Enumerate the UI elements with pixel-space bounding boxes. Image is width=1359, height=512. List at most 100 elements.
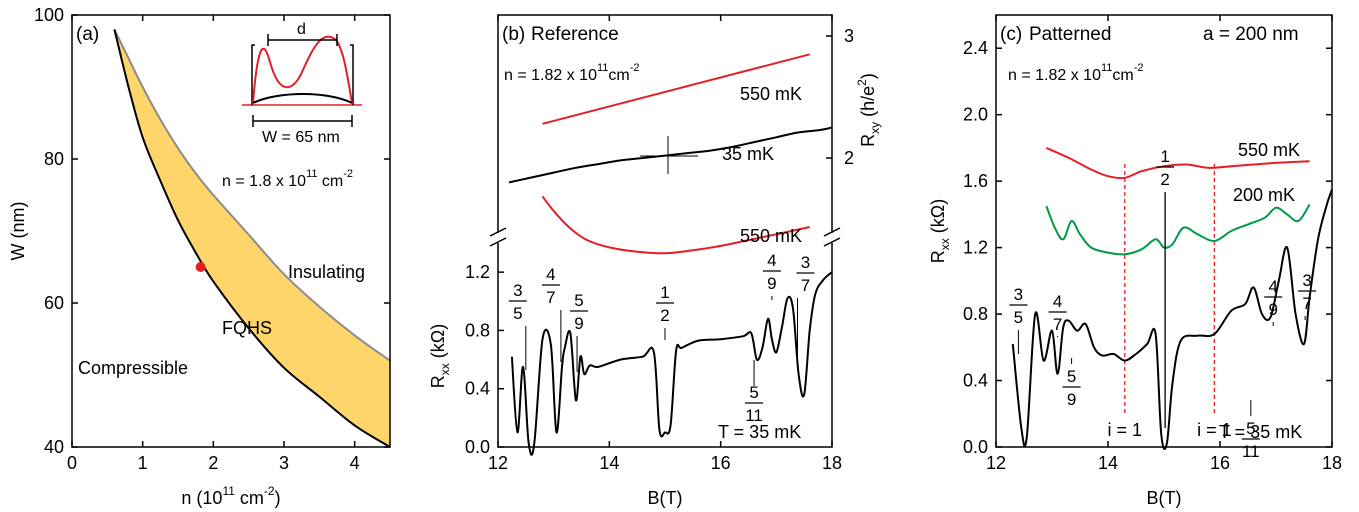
x-tick-label: 3 <box>279 453 289 473</box>
integer-labels: i = 1 i = 1 <box>1108 420 1232 440</box>
series-label-550mk-rxx: 550 mK <box>740 226 802 246</box>
x-tick-label: 12 <box>488 453 508 473</box>
y-ticks: 0.0 0.4 0.8 1.2 1.6 2.0 2.4 <box>963 38 1332 457</box>
fraction-numerator: 4 <box>767 251 776 270</box>
fraction-denominator: 9 <box>574 314 583 333</box>
density-note-main: n = 1.82 x 10 <box>504 67 597 84</box>
rxx-axis-label-main: R <box>428 375 448 388</box>
rxx-tick-label: 1.2 <box>465 262 490 282</box>
panel-label: (a) <box>76 24 99 45</box>
y-tick-label: 0.4 <box>963 371 988 391</box>
fraction-denominator: 11 <box>1242 442 1260 461</box>
series-label-550mk: 550 mK <box>1238 140 1300 160</box>
sample-point <box>195 262 206 272</box>
y-axis-label-unit: (kΩ) <box>928 199 948 238</box>
x-tick-label: 14 <box>1098 453 1118 473</box>
rxy-axis-label-sub: xy <box>868 122 882 134</box>
rxy-axis-label-main: R <box>858 134 878 147</box>
y-tick-label: 1.6 <box>963 171 988 191</box>
x-axis-label: B(T) <box>648 488 683 508</box>
density-note-exp2: -2 <box>630 62 640 74</box>
y-tick-label: 1.2 <box>963 238 988 258</box>
density-note-exp: 11 <box>1101 62 1112 74</box>
fraction-numerator: 5 <box>749 383 758 402</box>
x-tick-label: 12 <box>986 453 1006 473</box>
series-line-rxy-0 <box>542 53 810 125</box>
temperature-note: T = 35 mK <box>1219 422 1302 442</box>
y-tick-label: 0.8 <box>963 304 988 324</box>
rxx-axis-label-sub: xx <box>438 363 452 375</box>
rxx-tick-label: 0.8 <box>465 320 490 340</box>
fraction-numerator: 4 <box>1268 277 1277 296</box>
series-line-rxy-1 <box>508 126 833 184</box>
rxx-axis-label: Rxx (kΩ) <box>428 324 452 388</box>
plot-frame <box>995 14 1333 448</box>
density-note: n = 1.82 x 1011cm-2 <box>504 62 640 84</box>
region-fqhs: FQHS <box>222 318 272 338</box>
x-tick-label: 14 <box>599 453 619 473</box>
inset-profile: d W = 65 nm <box>242 21 362 146</box>
rxy-tick-label: 3 <box>844 26 854 46</box>
fraction-numerator: 1 <box>1160 147 1169 166</box>
fraction-denominator: 7 <box>801 276 810 295</box>
panel-a: 0 1 2 3 4 40 60 80 100 (a) Insulating FQHS Comp… <box>8 5 391 508</box>
series-lines <box>1011 146 1333 451</box>
y-tick-label: 80 <box>44 149 64 169</box>
x-axis-label-close: ) <box>275 488 281 508</box>
series-line-rxx-3 <box>510 271 833 456</box>
fraction-numerator: 3 <box>1302 271 1311 290</box>
y-tick-label: 2.4 <box>963 38 988 58</box>
density-note-exp2: -2 <box>343 168 353 180</box>
x-ticks: 12 14 16 18 <box>488 15 842 473</box>
density-note-exp2: -2 <box>1134 62 1144 74</box>
plot-frame <box>497 14 833 448</box>
fraction-numerator: 5 <box>574 291 583 310</box>
y-axis-label: Rxx (kΩ) <box>928 199 952 263</box>
panel-label: (b) <box>502 24 525 45</box>
fraction-denominator: 7 <box>546 288 555 307</box>
fraction-denominator: 9 <box>1268 300 1277 319</box>
rxy-axis-label-close: ) <box>858 73 878 79</box>
series-line-0 <box>1045 146 1310 180</box>
x-axis-label-exp2: -2 <box>264 484 275 498</box>
x-tick-label: 0 <box>67 453 77 473</box>
upper-boundary <box>113 28 391 362</box>
rxy-tick-label: 2 <box>844 148 854 168</box>
density-note-main: n = 1.8 x 10 <box>222 173 306 190</box>
fraction-numerator: 5 <box>1067 367 1076 386</box>
fraction-numerator: 3 <box>1014 285 1023 304</box>
axis-break-left <box>489 227 507 247</box>
density-note-unit: cm <box>317 173 343 190</box>
x-tick-label: 4 <box>350 453 360 473</box>
rxy-axis-label-exp: 2 <box>855 79 869 86</box>
fraction-denominator: 7 <box>1053 315 1062 334</box>
x-tick-label: 16 <box>1210 453 1230 473</box>
y-axis-label-main: R <box>928 250 948 263</box>
density-note: n = 1.82 x 1011cm-2 <box>1008 62 1144 84</box>
y-tick-label: 60 <box>44 293 64 313</box>
axis-break-right <box>823 227 841 247</box>
lattice-note: a = 200 nm <box>1203 24 1299 45</box>
inset-w-label: W = 65 nm <box>262 129 340 146</box>
integer-guides <box>1124 164 1216 415</box>
x-tick-label: 1 <box>138 453 148 473</box>
y-tick-label: 40 <box>44 437 64 457</box>
x-ticks: 12 14 16 18 <box>986 15 1342 473</box>
fraction-numerator: 4 <box>1053 292 1062 311</box>
series-label-35mk-rxy: 35 mK <box>722 144 774 164</box>
panel-label: (c) <box>1000 24 1022 45</box>
series-label-550mk-rxy: 550 mK <box>740 84 802 104</box>
y-tick-label: 100 <box>34 5 64 25</box>
density-note-exp: 11 <box>597 62 608 74</box>
x-axis-label: B(T) <box>1147 488 1182 508</box>
fraction-denominator: 11 <box>745 406 763 425</box>
density-note-unit: cm <box>1112 67 1133 84</box>
fraction-numerator: 1 <box>660 283 669 302</box>
fraction-numerator: 3 <box>801 253 810 272</box>
rxy-y-ticks: 23 <box>826 26 854 168</box>
integer-label: i = 1 <box>1108 420 1143 440</box>
temperature-note: T = 35 mK <box>718 422 801 442</box>
density-note-main: n = 1.82 x 10 <box>1008 67 1101 84</box>
